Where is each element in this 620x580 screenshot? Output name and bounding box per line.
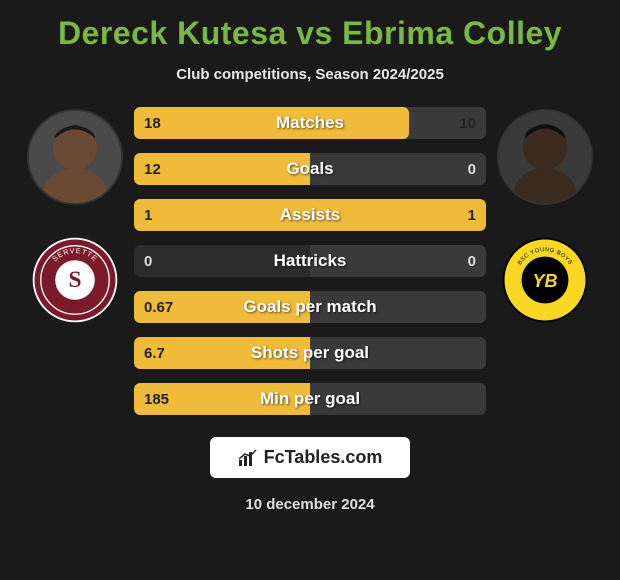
brand-text: FcTables.com — [264, 447, 383, 468]
stat-label: Hattricks — [134, 245, 486, 277]
stat-value-left: 1 — [144, 199, 152, 231]
stat-row: 0 0Hattricks — [134, 245, 486, 277]
club-left-logo: S SERVETTE — [30, 235, 120, 325]
club-right-logo: YB BSC YOUNG BOYS — [500, 235, 590, 325]
stat-row: 1 1Assists — [134, 199, 486, 231]
stat-row: 185Min per goal — [134, 383, 486, 415]
stat-value-left: 12 — [144, 153, 161, 185]
subtitle: Club competitions, Season 2024/2025 — [176, 66, 444, 83]
stat-label: Goals per match — [134, 291, 486, 323]
page-title: Dereck Kutesa vs Ebrima Colley — [58, 15, 562, 52]
svg-text:S: S — [68, 267, 81, 293]
club-logo-icon: S SERVETTE — [30, 235, 120, 325]
stat-row: 0.67Goals per match — [134, 291, 486, 323]
stat-value-right: 0 — [468, 245, 476, 277]
stats-bars: 1810Matches120Goals11Assists00Hattricks0… — [130, 107, 490, 415]
stat-value-left: 0.67 — [144, 291, 173, 323]
stat-label: Shots per goal — [134, 337, 486, 369]
avatar-icon — [29, 111, 121, 203]
club-logo-icon: YB BSC YOUNG BOYS — [500, 235, 590, 325]
stat-value-right: 1 — [468, 199, 476, 231]
avatar-icon — [499, 111, 591, 203]
comparison-area: S SERVETTE 1810Matches120Goals11Assists0… — [0, 107, 620, 415]
stat-row: 18 10Matches — [134, 107, 486, 139]
stat-label: Min per goal — [134, 383, 486, 415]
stat-value-left: 185 — [144, 383, 169, 415]
stat-row: 12 0Goals — [134, 153, 486, 185]
player-right-avatar — [497, 109, 593, 205]
stat-value-left: 6.7 — [144, 337, 165, 369]
stat-label: Assists — [134, 199, 486, 231]
stat-value-right: 10 — [459, 107, 476, 139]
svg-text:YB: YB — [532, 271, 557, 291]
stat-row: 6.7Shots per goal — [134, 337, 486, 369]
player-right-column: YB BSC YOUNG BOYS — [490, 107, 600, 325]
stat-value-left: 18 — [144, 107, 161, 139]
player-left-column: S SERVETTE — [20, 107, 130, 325]
stat-value-left: 0 — [144, 245, 152, 277]
brand-badge: FcTables.com — [210, 437, 411, 478]
stat-label: Matches — [134, 107, 486, 139]
stat-label: Goals — [134, 153, 486, 185]
stat-value-right: 0 — [468, 153, 476, 185]
chart-icon — [238, 449, 258, 467]
player-left-avatar — [27, 109, 123, 205]
date-text: 10 december 2024 — [245, 496, 374, 513]
